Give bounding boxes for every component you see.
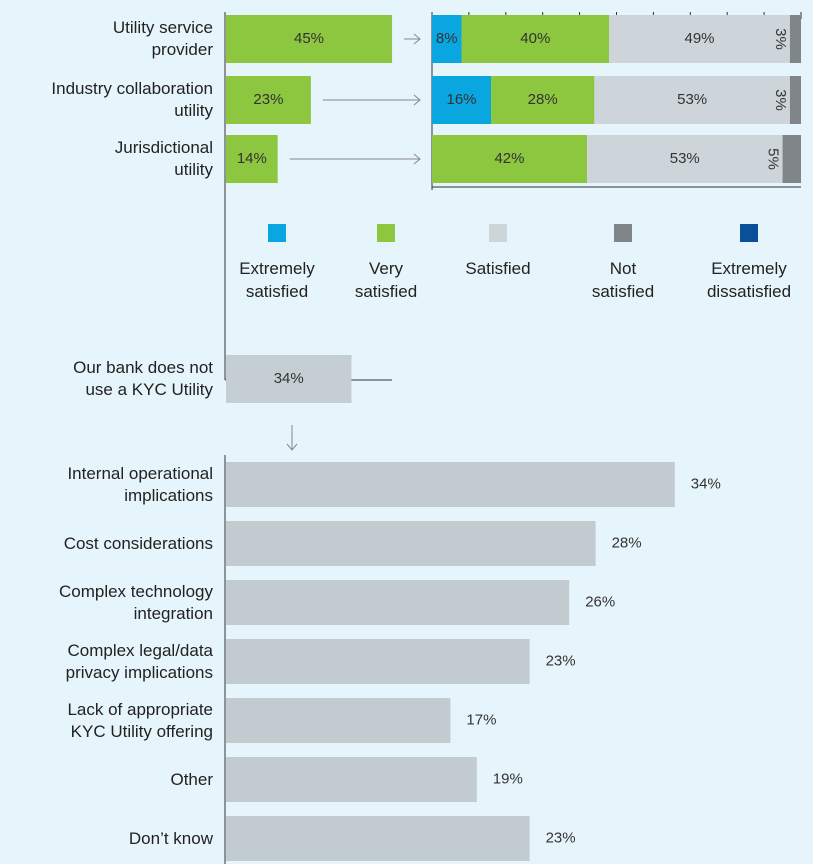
value-label: 23% — [546, 829, 576, 846]
bar — [226, 76, 311, 124]
category-label: Don’t know — [128, 828, 213, 848]
category-label: Jurisdictional utility — [114, 138, 213, 179]
bar — [226, 462, 675, 507]
value-label: 53% — [670, 150, 700, 167]
bar-segment — [491, 76, 595, 124]
arrow-head — [286, 443, 298, 451]
value-label: 49% — [685, 30, 715, 47]
bar-segment — [782, 135, 801, 183]
value-label: 28% — [612, 534, 642, 551]
value-label: 28% — [528, 91, 558, 108]
bar — [226, 580, 570, 625]
value-label: 23% — [253, 91, 283, 108]
bar-segment — [609, 15, 790, 63]
value-label: 3% — [772, 28, 789, 50]
legend-label: Extremely dissatisfied — [706, 259, 792, 301]
category-label: Complex technology integration — [58, 581, 213, 623]
bar — [226, 639, 530, 684]
value-label: 34% — [274, 370, 304, 387]
value-label: 53% — [677, 91, 707, 108]
value-label: 23% — [546, 652, 576, 669]
bar — [226, 135, 278, 183]
bar-segment — [432, 15, 462, 63]
bar-segment — [461, 15, 610, 63]
bar-segment — [586, 135, 783, 183]
value-label: 17% — [466, 711, 496, 728]
legend-label: Very satisfied — [354, 259, 418, 301]
legend-label: Not satisfied — [591, 259, 655, 301]
category-label: Lack of appropriate KYC Utility offering — [67, 699, 213, 741]
bar-segment — [432, 76, 492, 124]
bar — [226, 521, 596, 566]
bar-segment — [789, 15, 801, 63]
value-label: 3% — [772, 89, 789, 111]
legend-swatch — [268, 224, 286, 242]
legend-swatch — [377, 224, 395, 242]
arrow-head — [413, 94, 421, 106]
arrow-head — [413, 153, 421, 165]
legend-swatch — [489, 224, 507, 242]
value-label: 40% — [520, 30, 550, 47]
value-label: 45% — [294, 30, 324, 47]
legend-label: Satisfied — [465, 259, 531, 278]
bar-segment — [594, 76, 790, 124]
value-label: 19% — [493, 770, 523, 787]
category-label: Our bank does not use a KYC Utility — [73, 358, 213, 399]
value-label: 42% — [494, 150, 524, 167]
bar-segment — [789, 76, 801, 124]
legend-swatch — [614, 224, 632, 242]
bar — [226, 757, 477, 802]
value-label: 8% — [436, 30, 458, 47]
value-label: 34% — [691, 475, 721, 492]
bar — [226, 698, 451, 743]
category-label: Other — [170, 769, 213, 789]
category-label: Cost considerations — [63, 533, 213, 553]
value-label: 5% — [765, 148, 782, 170]
legend-swatch — [740, 224, 758, 242]
value-label: 14% — [237, 150, 267, 167]
bar-segment — [432, 135, 587, 183]
bar — [226, 15, 393, 63]
category-label: Utility service provider — [112, 18, 213, 59]
value-label: 16% — [447, 91, 477, 108]
category-label: Internal operational implications — [67, 463, 213, 505]
bar — [226, 355, 352, 403]
arrow-head — [413, 33, 421, 45]
value-label: 26% — [585, 593, 615, 610]
category-label: Industry collaboration utility — [51, 79, 213, 120]
legend-label: Extremely satisfied — [239, 259, 315, 301]
category-label: Complex legal/data privacy implications — [65, 640, 213, 682]
bar — [226, 816, 530, 861]
